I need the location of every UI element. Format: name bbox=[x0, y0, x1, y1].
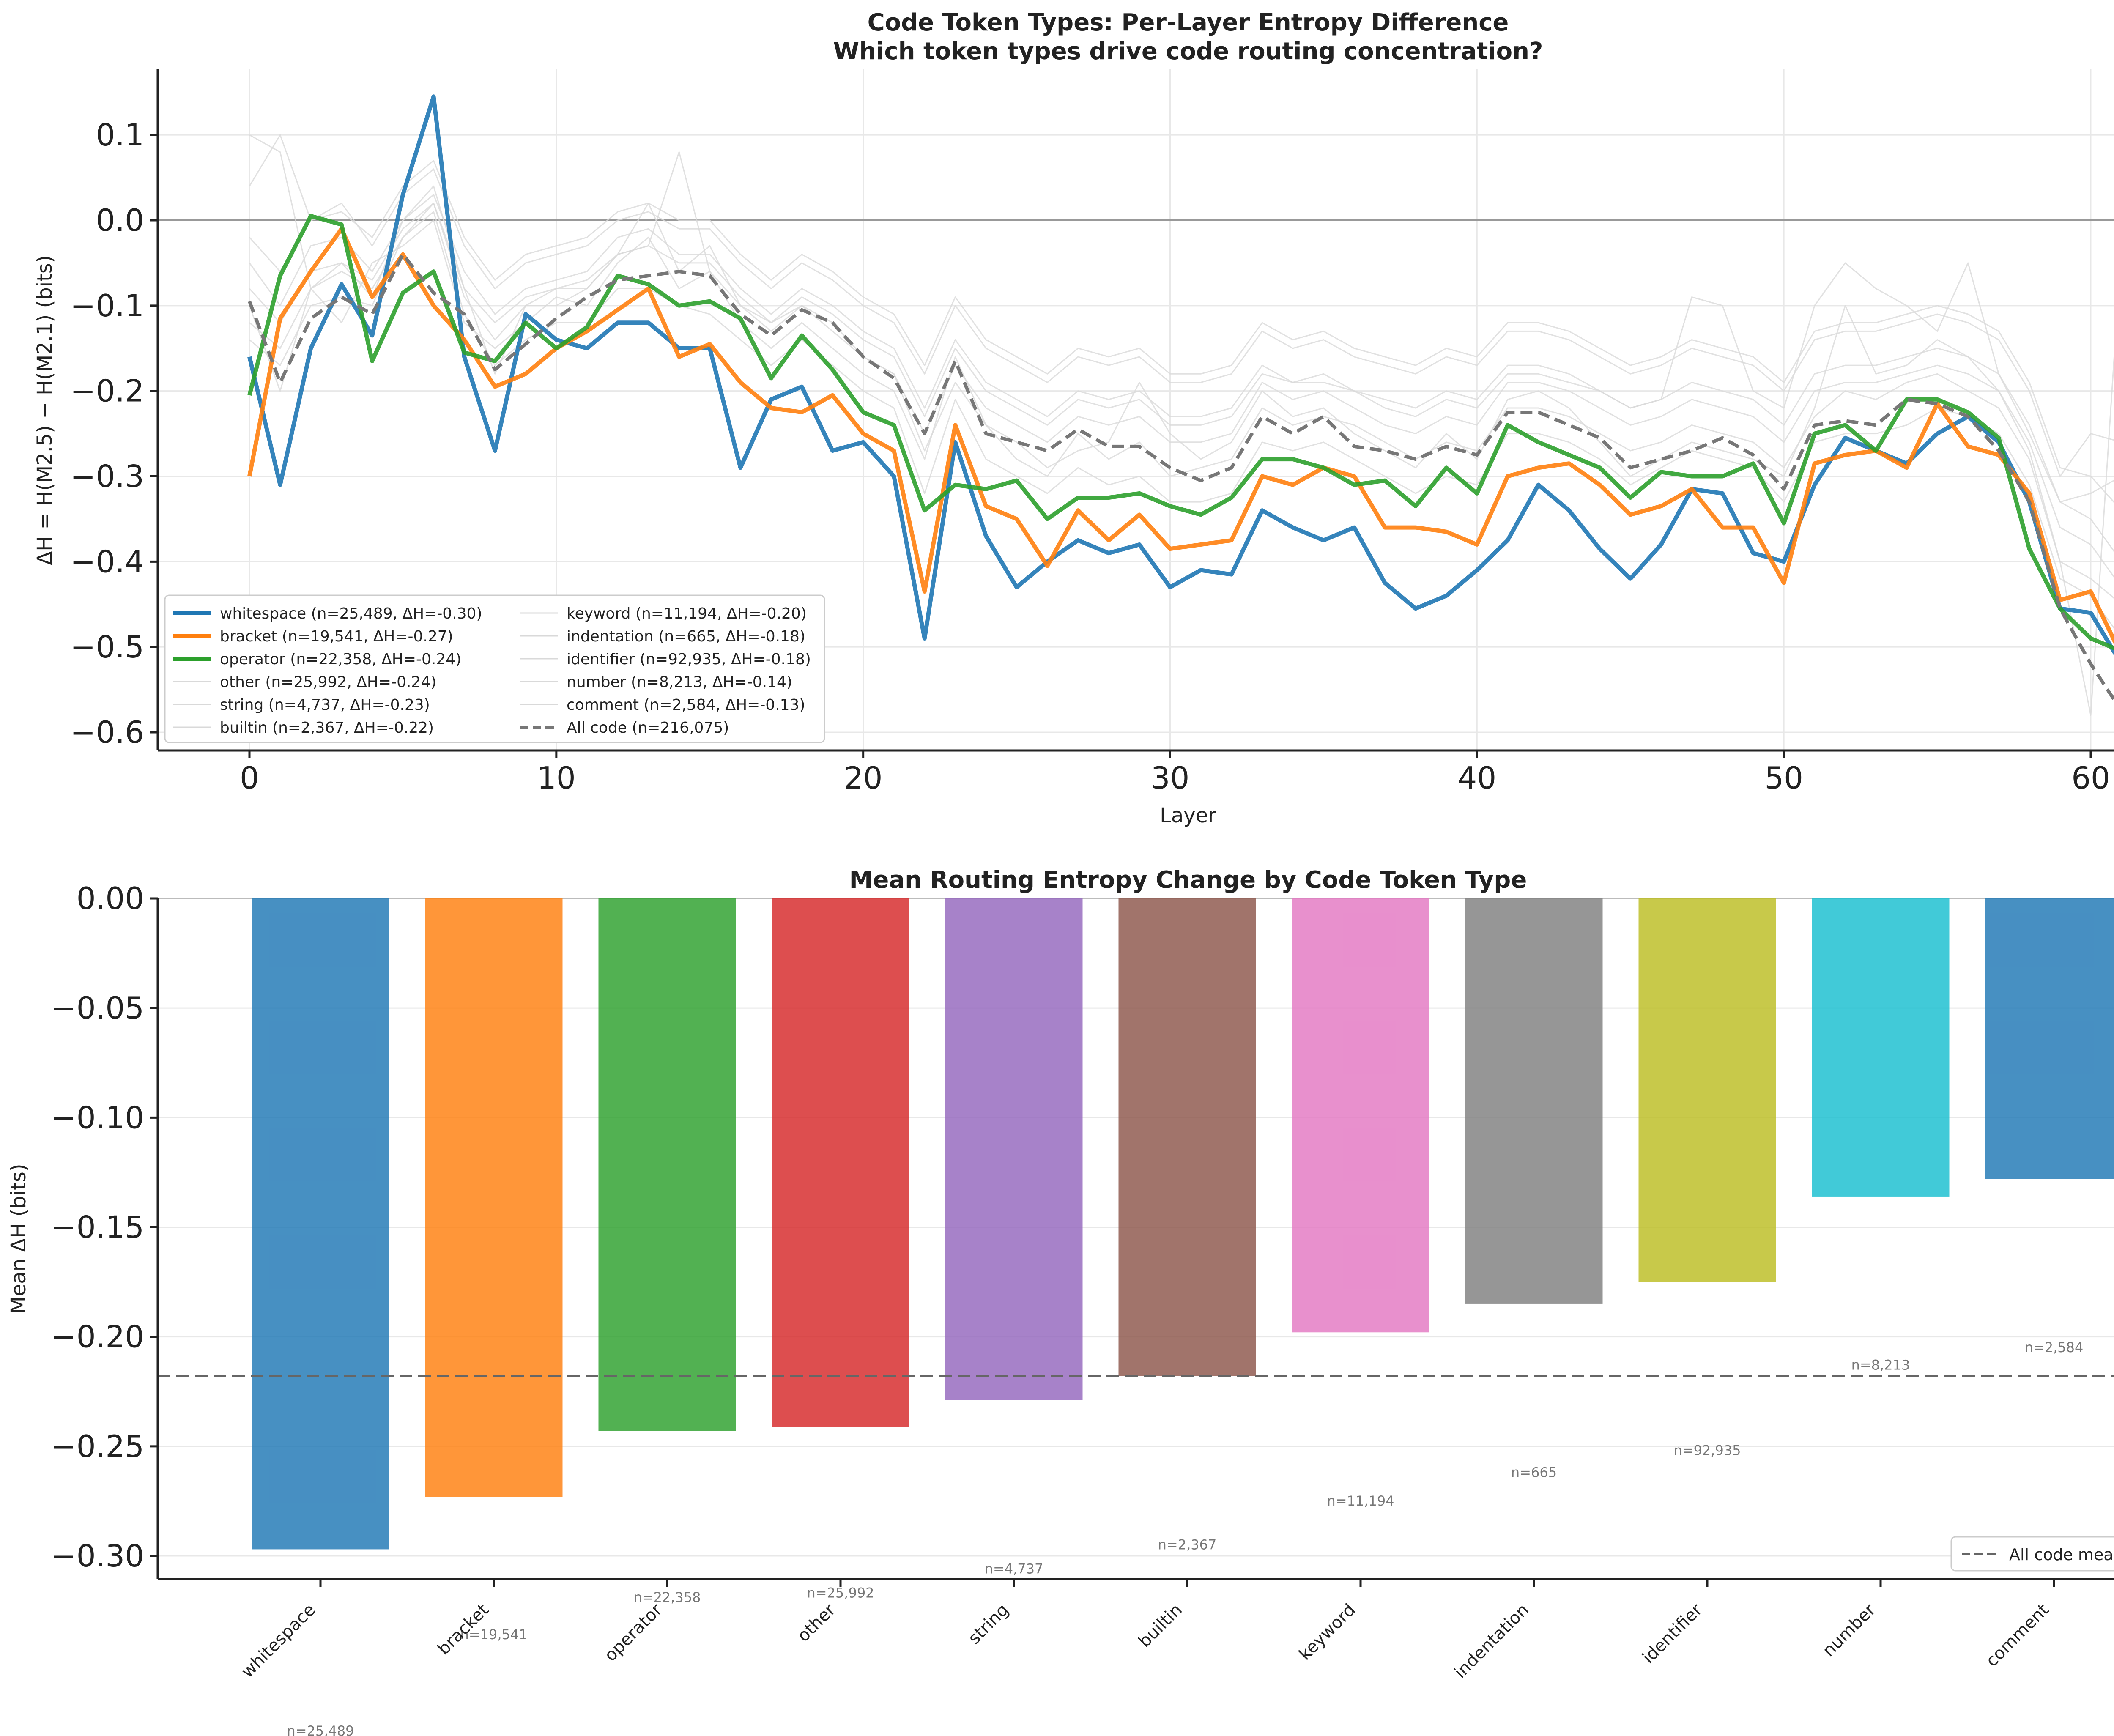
bottom-title: Mean Routing Entropy Change by Code Toke… bbox=[849, 866, 1527, 894]
x-category-label-operator: operator bbox=[601, 1600, 666, 1665]
top-y-tick-label: −0.6 bbox=[70, 715, 144, 750]
count-label-number: n=8,213 bbox=[1851, 1357, 1910, 1373]
count-label-identifier: n=92,935 bbox=[1673, 1443, 1741, 1459]
legend-entry: indentation (n=665, ΔH=-0.18) bbox=[567, 628, 805, 645]
legend-entry: builtin (n=2,367, ΔH=-0.22) bbox=[220, 719, 434, 737]
legend-entry: comment (n=2,584, ΔH=-0.13) bbox=[567, 696, 805, 714]
top-x-tick-label: 60 bbox=[2071, 760, 2110, 796]
count-label-other: n=25,992 bbox=[807, 1585, 874, 1601]
series-line-comment bbox=[249, 160, 2114, 503]
bottom-y-tick-label: −0.25 bbox=[51, 1429, 144, 1464]
legend-entry: identifier (n=92,935, ΔH=-0.18) bbox=[567, 651, 811, 668]
bar-string bbox=[945, 898, 1083, 1400]
legend-entry: All code (n=216,075) bbox=[567, 719, 729, 737]
bottom-y-tick-label: −0.10 bbox=[51, 1100, 144, 1135]
top-x-ticks: 0 10 20 30 40 50 60 bbox=[240, 750, 2110, 796]
top-y-tick-label: −0.5 bbox=[70, 629, 144, 665]
x-category-label-builtin: builtin bbox=[1135, 1600, 1186, 1651]
bottom-panel: Mean Routing Entropy Change by Code Toke… bbox=[7, 866, 2114, 1736]
x-category-label-keyword: keyword bbox=[1295, 1600, 1360, 1665]
series-line-builtin bbox=[249, 134, 2114, 716]
top-y-tick-label: −0.3 bbox=[70, 459, 144, 494]
top-y-tick-label: −0.2 bbox=[70, 373, 144, 409]
count-label-builtin: n=2,367 bbox=[1158, 1536, 1217, 1553]
count-label-keyword: n=11,194 bbox=[1327, 1493, 1394, 1509]
series-line-string bbox=[249, 185, 2114, 599]
x-category-label-whitespace: whitespace bbox=[238, 1600, 319, 1682]
bottom-bars-group bbox=[252, 898, 2114, 1550]
legend-entry: keyword (n=11,194, ΔH=-0.20) bbox=[567, 605, 807, 622]
x-category-label-indentation: indentation bbox=[1451, 1600, 1533, 1682]
legend-entry: string (n=4,737, ΔH=-0.23) bbox=[220, 696, 430, 714]
top-y-tick-label: −0.1 bbox=[70, 288, 144, 323]
legend-entry: other (n=25,992, ΔH=-0.24) bbox=[220, 674, 436, 691]
series-line-all bbox=[248, 252, 2114, 703]
x-category-label-identifier: identifier bbox=[1639, 1600, 1706, 1668]
top-title-line1: Code Token Types: Per-Layer Entropy Diff… bbox=[868, 9, 1509, 36]
top-panel: Code Token Types: Per-Layer Entropy Diff… bbox=[33, 9, 2114, 827]
legend-entry: operator (n=22,358, ΔH=-0.24) bbox=[220, 651, 461, 668]
bar-comment bbox=[1985, 898, 2114, 1179]
top-y-tick-label: 0.0 bbox=[96, 203, 144, 238]
bottom-y-tick-label: −0.05 bbox=[51, 990, 144, 1026]
top-x-tick-label: 40 bbox=[1458, 760, 1497, 796]
bar-other bbox=[772, 898, 909, 1427]
bar-number bbox=[1812, 898, 1950, 1197]
bottom-y-tick-label: 0.00 bbox=[77, 881, 144, 916]
bar-whitespace bbox=[252, 898, 389, 1550]
bottom-y-tick-label: −0.30 bbox=[51, 1538, 144, 1574]
bottom-legend-box bbox=[1950, 1536, 2114, 1572]
x-category-label-number: number bbox=[1819, 1600, 1879, 1660]
bar-builtin bbox=[1118, 898, 1256, 1376]
x-category-label-string: string bbox=[964, 1600, 1013, 1648]
bottom-y-ticks: 0.00 −0.05 −0.10 −0.15 −0.20 −0.25 −0.30 bbox=[51, 881, 158, 1574]
x-category-label-comment: comment bbox=[1982, 1600, 2053, 1671]
bottom-count-labels: n=25,489 n=19,541 n=22,358 n=25,992 n=4,737 n… bbox=[287, 1339, 2083, 1736]
top-x-tick-label: 20 bbox=[844, 760, 883, 796]
bottom-y-tick-label: −0.15 bbox=[51, 1210, 144, 1245]
top-title-line2: Which token types drive code routing con… bbox=[833, 38, 1543, 65]
bottom-legend: All code mean (-0.22) bbox=[1950, 1536, 2114, 1572]
series-line-operator bbox=[247, 214, 2114, 651]
top-x-tick-label: 30 bbox=[1151, 760, 1190, 796]
top-x-axis-label: Layer bbox=[1160, 804, 1216, 827]
count-label-comment: n=2,584 bbox=[2025, 1339, 2084, 1355]
top-x-tick-label: 10 bbox=[537, 760, 576, 796]
top-x-tick-label: 50 bbox=[1764, 760, 1803, 796]
top-y-ticks: 0.1 0.0 −0.1 −0.2 −0.3 −0.4 −0.5 −0.6 bbox=[70, 117, 158, 750]
legend-entry: number (n=8,213, ΔH=-0.14) bbox=[567, 674, 792, 691]
top-y-axis-label: ΔH = H(M2.5) − H(M2.1) (bits) bbox=[33, 255, 57, 565]
bar-indentation bbox=[1465, 898, 1603, 1304]
bar-bracket bbox=[425, 898, 563, 1497]
series-line-keyword bbox=[249, 151, 2114, 578]
top-x-tick-label: 0 bbox=[240, 760, 259, 796]
bar-identifier bbox=[1638, 898, 1776, 1282]
top-series-group bbox=[247, 94, 2114, 716]
top-y-tick-label: 0.1 bbox=[96, 117, 144, 153]
count-label-operator: n=22,358 bbox=[633, 1589, 701, 1605]
bottom-y-axis-label: Mean ΔH (bits) bbox=[7, 1164, 30, 1314]
series-line-indentation bbox=[249, 194, 2114, 503]
legend-entry: whitespace (n=25,489, ΔH=-0.30) bbox=[220, 605, 482, 622]
count-label-indentation: n=665 bbox=[1511, 1464, 1557, 1480]
bottom-legend-label: All code mean (-0.22) bbox=[2009, 1545, 2114, 1564]
top-legend: whitespace (n=25,489, ΔH=-0.30) bracket (… bbox=[164, 594, 825, 743]
series-line-number bbox=[249, 134, 2114, 477]
count-label-bracket: n=19,541 bbox=[460, 1626, 527, 1643]
count-label-string: n=4,737 bbox=[985, 1561, 1043, 1577]
bottom-y-tick-label: −0.20 bbox=[51, 1319, 144, 1355]
bar-operator bbox=[598, 898, 736, 1431]
top-legend-box bbox=[164, 594, 825, 743]
bar-keyword bbox=[1292, 898, 1429, 1333]
count-label-whitespace: n=25,489 bbox=[287, 1723, 354, 1736]
legend-entry: bracket (n=19,541, ΔH=-0.27) bbox=[220, 628, 453, 645]
x-category-label-other: other bbox=[794, 1600, 839, 1646]
series-line-whitespace bbox=[247, 94, 2114, 656]
series-line-identifier bbox=[249, 203, 2114, 553]
top-y-tick-label: −0.4 bbox=[70, 544, 144, 579]
